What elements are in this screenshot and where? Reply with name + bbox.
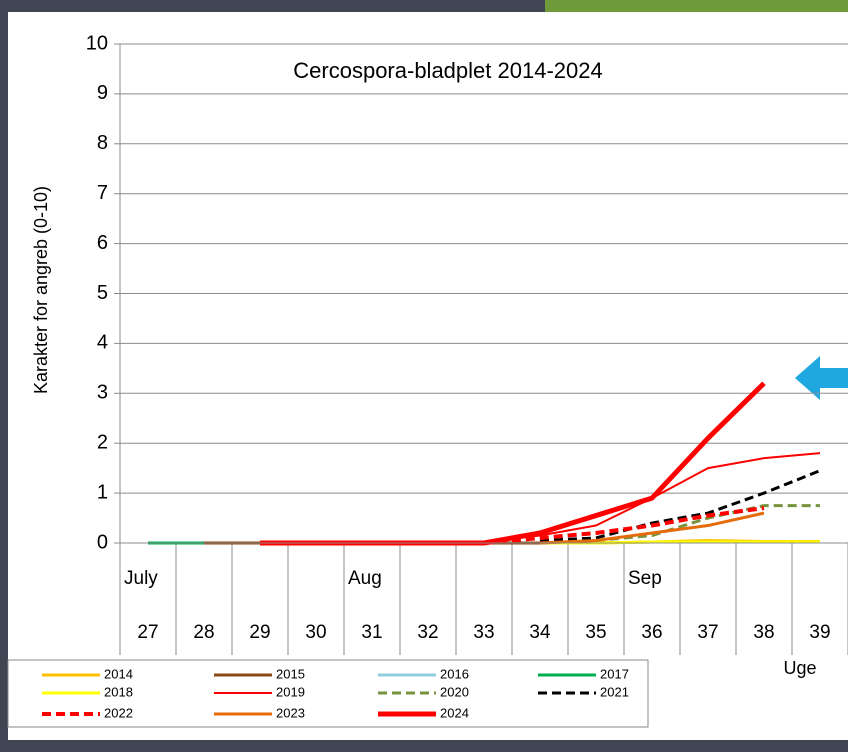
month-label: Aug	[348, 568, 382, 589]
series-line	[539, 511, 765, 545]
x-tick-label: 35	[585, 622, 606, 643]
month-label: Sep	[628, 568, 662, 589]
x-tick-label: 31	[361, 622, 382, 643]
y-tick-label: 0	[97, 531, 108, 553]
x-tick-label: 32	[417, 622, 438, 643]
y-axis-label: Karakter for angreb (0-10)	[31, 186, 51, 394]
x-tick-label: 36	[641, 622, 662, 643]
y-tick-label: 8	[97, 132, 108, 154]
y-tick-label: 7	[97, 182, 108, 204]
series-line	[539, 469, 821, 543]
y-tick-label: 10	[86, 32, 108, 54]
arrow	[795, 356, 848, 400]
x-tick-label: 38	[753, 622, 774, 643]
y-tick-label: 3	[97, 382, 108, 404]
y-tick-label: 1	[97, 481, 108, 503]
y-tick-label: 2	[97, 431, 108, 453]
y-tick-label: 6	[97, 232, 108, 254]
legend-label: 2019	[276, 684, 305, 699]
y-tick-label: 4	[97, 332, 108, 354]
legend-label: 2022	[104, 705, 133, 720]
x-tick-label: 34	[529, 622, 551, 643]
legend-label: 2015	[276, 666, 305, 681]
legend-label: 2020	[440, 684, 469, 699]
legend-label: 2014	[104, 666, 133, 681]
x-tick-label: 30	[305, 622, 326, 643]
month-label: July	[124, 568, 158, 589]
x-axis-label: Uge	[783, 658, 816, 678]
legend-label: 2021	[600, 684, 629, 699]
y-tick-label: 9	[97, 82, 108, 104]
photo-strip	[545, 0, 848, 14]
x-tick-label: 29	[249, 622, 270, 643]
legend-label: 2016	[440, 666, 469, 681]
x-tick-label: 37	[697, 622, 718, 643]
x-tick-label: 33	[473, 622, 494, 643]
legend-label: 2018	[104, 684, 133, 699]
x-tick-label: 27	[137, 622, 158, 643]
y-tick-label: 5	[97, 282, 108, 304]
x-tick-label: 39	[809, 622, 830, 643]
legend-label: 2023	[276, 705, 305, 720]
legend-label: 2017	[600, 666, 629, 681]
chart-title: Cercospora-bladplet 2014-2024	[293, 58, 602, 83]
x-tick-label: 28	[193, 622, 214, 643]
legend-label: 2024	[440, 705, 469, 720]
panel	[8, 12, 848, 740]
